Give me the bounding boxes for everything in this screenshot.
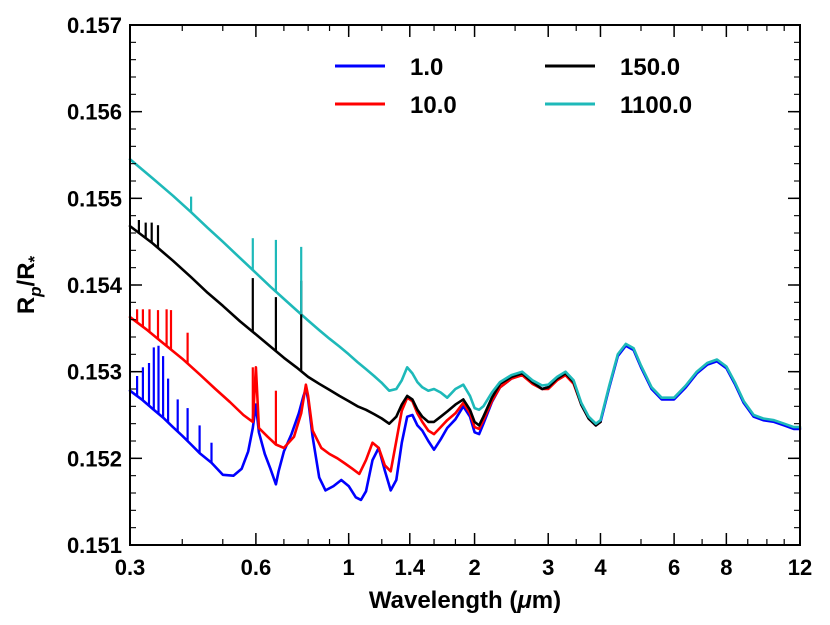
tick-labels: 0.3 0.6 1 1.4 2 3 4 6 8 12 0.151 0.152 0.153 0.154 0.1… — [67, 13, 812, 580]
x-tick-label: 6 — [668, 555, 680, 580]
y-tick-label: 0.152 — [67, 446, 122, 471]
x-tick-label: 4 — [594, 555, 607, 580]
legend: 1.0 10.0 150.0 1100.0 — [335, 54, 692, 119]
series-lines — [128, 158, 802, 502]
legend-label-1100-0: 1100.0 — [620, 92, 692, 119]
x-axis-title: Wavelength (μm) — [369, 587, 561, 614]
x-tick-label: 0.3 — [115, 555, 146, 580]
y-tick-label: 0.157 — [67, 13, 122, 38]
y-tick-label: 0.155 — [67, 186, 122, 211]
y-tick-label: 0.156 — [67, 100, 122, 125]
x-tick-label: 1 — [343, 555, 355, 580]
x-tick-label: 2 — [468, 555, 480, 580]
x-tick-label: 12 — [788, 555, 812, 580]
x-tick-label: 3 — [542, 555, 554, 580]
legend-label-10-0: 10.0 — [410, 92, 457, 119]
x-tick-label: 0.6 — [241, 555, 272, 580]
y-tick-label: 0.154 — [67, 273, 123, 298]
x-tick-label: 8 — [720, 555, 732, 580]
legend-label-150-0: 150.0 — [620, 54, 680, 81]
y-tick-label: 0.151 — [67, 533, 122, 558]
y-axis-title: Rp/R* — [13, 255, 45, 314]
series-line-1100-0 — [128, 158, 802, 429]
x-tick-label: 1.4 — [394, 555, 425, 580]
x-axis-title-mu: μ — [516, 587, 532, 614]
legend-label-1-0: 1.0 — [410, 54, 443, 81]
plot-frame — [129, 24, 801, 546]
y-tick-label: 0.153 — [67, 360, 122, 385]
